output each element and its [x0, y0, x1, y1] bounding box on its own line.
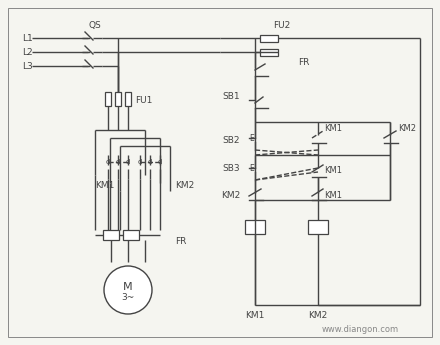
Text: SB1: SB1 [222, 91, 240, 100]
Text: KM1: KM1 [246, 310, 265, 319]
Text: L3: L3 [22, 61, 33, 70]
Text: d: d [158, 159, 162, 165]
Bar [308, 220, 328, 234]
Text: KM1: KM1 [324, 124, 342, 132]
Text: SB2: SB2 [223, 136, 240, 145]
Text: d: d [116, 159, 120, 165]
Bar [115, 92, 121, 106]
Text: d: d [138, 159, 142, 165]
Bar [105, 92, 111, 106]
Bar [123, 230, 139, 240]
Text: d: d [148, 159, 152, 165]
Text: KM1: KM1 [95, 180, 114, 189]
Text: SB3: SB3 [222, 164, 240, 172]
Bar [125, 92, 131, 106]
Text: QS: QS [88, 20, 101, 30]
Circle shape [104, 266, 152, 314]
Text: E: E [249, 134, 254, 142]
Text: L1: L1 [22, 33, 33, 42]
Text: d: d [106, 159, 110, 165]
Text: KM2: KM2 [308, 310, 328, 319]
Bar [260, 35, 278, 42]
Text: d: d [126, 159, 130, 165]
Text: L2: L2 [22, 48, 33, 57]
Text: FU1: FU1 [135, 96, 152, 105]
Bar [245, 220, 265, 234]
Text: M: M [123, 282, 133, 292]
Text: KM2: KM2 [175, 180, 194, 189]
Text: 3~: 3~ [121, 293, 135, 302]
Text: www.diangon.com: www.diangon.com [322, 325, 399, 335]
Text: FU2: FU2 [273, 20, 291, 30]
Text: KM2: KM2 [398, 124, 416, 132]
Text: E: E [249, 164, 254, 172]
Text: KM1: KM1 [324, 166, 342, 175]
Text: FR: FR [175, 237, 187, 246]
Bar [260, 49, 278, 56]
Text: KM2: KM2 [221, 190, 240, 199]
Text: KM1: KM1 [324, 190, 342, 199]
Text: FR: FR [298, 58, 309, 67]
Bar [103, 230, 119, 240]
